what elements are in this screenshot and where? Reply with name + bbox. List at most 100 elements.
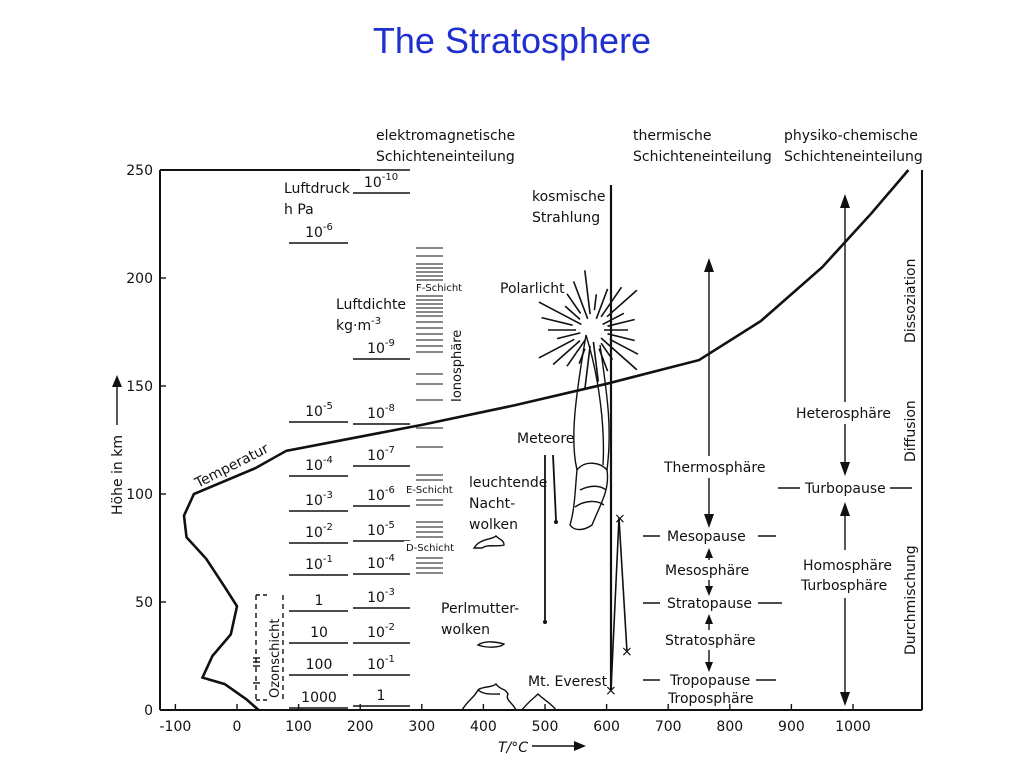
physchem-layering: Heterosphäre Turbopause Homosphäre Turbo… [778, 194, 919, 706]
y-tick-label: 100 [126, 487, 153, 503]
f-layer-label: F-Schicht [416, 283, 462, 294]
mesopause-label: Mesopause [667, 529, 746, 545]
nacreous-label-line2: wolken [441, 622, 490, 638]
cosmic-radiation: kosmische Strahlung × × × [532, 185, 633, 699]
physchem-header-line1: physiko-chemische [784, 128, 918, 144]
x-tick-label: 600 [593, 719, 620, 735]
aurora-ray [538, 301, 582, 326]
pressure-level-label: 10 [310, 625, 328, 641]
density-title-line2: kg·m-3 [336, 316, 381, 334]
aurora-ray [606, 289, 638, 318]
x-tick-label: 1000 [835, 719, 871, 735]
aurora-ray [566, 293, 582, 314]
aurora-ray [595, 288, 609, 320]
x-axis-ticks: -100 0 100 200 300 400 500 600 700 800 900 1000 [160, 704, 871, 735]
y-tick-label: 150 [126, 379, 153, 395]
x-tick-label: 100 [285, 719, 312, 735]
aurora-ray [609, 338, 639, 355]
aurora-ray [600, 342, 614, 361]
density-level-label: 10-2 [367, 622, 395, 641]
tropopause-label: Tropopause [669, 673, 750, 689]
density-level-label: 10-5 [367, 520, 395, 539]
density-level-label: 10-8 [367, 403, 395, 422]
everest-label: Mt. Everest [528, 674, 608, 690]
thermal-header-line2: Schichteneinteilung [633, 149, 772, 165]
y-axis-ticks: 0 50 100 150 200 250 [126, 163, 166, 719]
mixing-label: Durchmischung [903, 545, 919, 655]
homosphere-label: Homosphäre [803, 558, 892, 574]
thermal-layering: Thermosphäre Mesopause Mesosphäre Strato… [643, 258, 782, 707]
stratosphere-label: Stratosphäre [665, 633, 755, 649]
em-header-line2: Schichteneinteilung [376, 149, 515, 165]
slide-title: The Stratosphere [372, 20, 652, 61]
aurora-ray [600, 286, 623, 318]
diffusion-label: Diffusion [903, 400, 919, 462]
pressure-title-line2: h Pa [284, 202, 314, 218]
cosmic-mark-3: × [621, 644, 633, 660]
pressure-level-label: 10-2 [305, 522, 333, 541]
cosmic-mark-2: × [614, 511, 626, 527]
x-tick-label: 700 [655, 719, 682, 735]
pressure-level-label: 10-6 [305, 222, 333, 241]
x-tick-label: -100 [160, 719, 192, 735]
aurora-ray [584, 345, 591, 390]
d-layer-label: D-Schicht [406, 543, 454, 554]
x-axis-label-group: T/°C [498, 740, 586, 756]
x-tick-label: 0 [233, 719, 242, 735]
y-axis-label-group: Höhe in km [110, 375, 126, 515]
mesosphere-label: Mesosphäre [665, 563, 749, 579]
aurora-ray [600, 337, 638, 371]
aurora-ray [584, 270, 591, 315]
physchem-header-line2: Schichteneinteilung [784, 149, 923, 165]
cosmic-label-line2: Strahlung [532, 210, 600, 226]
density-level-label: 10-3 [367, 587, 395, 606]
ionosphere: Ionosphäre F-Schicht E-Schicht D-Schicht [404, 247, 465, 574]
y-tick-label: 200 [126, 271, 153, 287]
pressure-level-label: 10-4 [305, 455, 333, 474]
aurora-ray [552, 340, 581, 366]
pressure-title-line1: Luftdruck [284, 181, 351, 197]
noctilucent-label-line2: Nacht- [469, 496, 515, 512]
ozone-label: Ozonschicht [268, 618, 283, 698]
heterosphere-label: Heterosphäre [796, 406, 891, 422]
x-tick-label: 500 [532, 719, 559, 735]
ionosphere-label: Ionosphäre [450, 330, 465, 402]
aurora: Polarlicht [500, 270, 639, 531]
pressure-level-label: 1 [315, 593, 324, 609]
aurora-ray [566, 339, 586, 367]
aurora-ray [564, 305, 581, 320]
x-tick-label: 200 [347, 719, 374, 735]
e-layer-label: E-Schicht [406, 485, 453, 496]
meteors: Meteore [517, 431, 574, 624]
aurora-ray [602, 312, 625, 326]
density-level-label: 10-10 [364, 172, 398, 191]
ozone-layer: Ozonschicht [253, 594, 284, 701]
stratopause-label: Stratopause [667, 596, 752, 612]
density-level-label: 10-1 [367, 654, 395, 673]
aurora-ray [572, 281, 589, 320]
dissociation-label: Dissoziation [903, 259, 919, 343]
x-tick-label: 400 [470, 719, 497, 735]
pressure-level-label: 10-3 [305, 490, 333, 509]
x-tick-label: 900 [778, 719, 805, 735]
column-headers: elektromagnetische Schichteneinteilung t… [376, 128, 923, 165]
aurora-ray [593, 294, 598, 311]
x-tick-label: 800 [716, 719, 743, 735]
density-level-label: 10-9 [367, 338, 395, 357]
y-axis-label: Höhe in km [110, 435, 126, 515]
x-axis-label: T/°C [498, 740, 528, 756]
pressure-level-label: 1000 [301, 690, 337, 706]
density-level-label: 10-7 [367, 445, 395, 464]
nacreous-label-line1: Perlmutter- [441, 601, 519, 617]
plot-frame [159, 169, 923, 711]
aurora-label: Polarlicht [500, 281, 565, 297]
x-tick-label: 300 [408, 719, 435, 735]
aurora-ray [556, 332, 581, 340]
pressure-level-label: 10-5 [305, 401, 333, 420]
density-level-label: 1 [377, 688, 386, 704]
density-level-label: 10-4 [367, 553, 395, 572]
y-tick-label: 50 [135, 595, 153, 611]
noctilucent-clouds: leuchtende Nacht- wolken [469, 475, 547, 549]
density-title-line1: Luftdichte [336, 297, 406, 313]
